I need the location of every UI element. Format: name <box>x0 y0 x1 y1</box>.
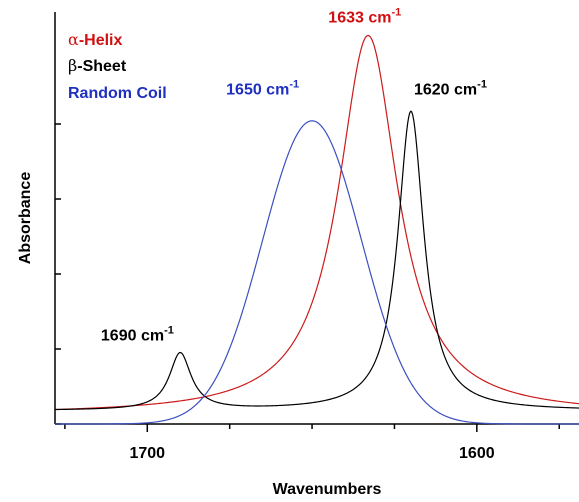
peak-annotation-1690: 1690 cm-1 <box>101 325 174 345</box>
legend-entry-symbol: β <box>68 56 77 75</box>
legend-entry-text: -Helix <box>79 32 123 49</box>
annotation-layer: 1633 cm-1 1650 cm-1 1620 cm-1 1690 cm-1 <box>101 6 487 344</box>
legend: α-Helix β-Sheet Random Coil <box>68 30 167 102</box>
series-line-helix <box>54 34 579 411</box>
legend-entry-alpha-helix: α-Helix <box>68 30 122 49</box>
legend-entry-symbol: α <box>68 30 79 49</box>
x-axis-label: Wavenumbers <box>273 481 382 498</box>
peak-annotation-1650: 1650 cm-1 <box>226 78 299 98</box>
x-axis-ticks: 1700 1600 <box>64 424 560 462</box>
y-axis-ticks <box>55 123 61 425</box>
legend-entry-beta-sheet: β-Sheet <box>68 56 127 75</box>
peak-annotation-1620: 1620 cm-1 <box>414 78 487 98</box>
x-tick-label: 1600 <box>459 445 495 462</box>
legend-entry-text: Random Coil <box>68 85 167 102</box>
legend-entry-text: -Sheet <box>77 58 127 75</box>
x-tick-label: 1700 <box>129 445 165 462</box>
peak-annotation-1633: 1633 cm-1 <box>328 6 401 26</box>
y-axis-label: Absorbance <box>17 172 34 265</box>
series-line-random-coil <box>55 120 579 425</box>
series-layer <box>54 34 579 425</box>
legend-entry-random-coil: Random Coil <box>68 85 167 102</box>
series-line-sheet <box>54 110 579 411</box>
axes <box>54 12 579 425</box>
